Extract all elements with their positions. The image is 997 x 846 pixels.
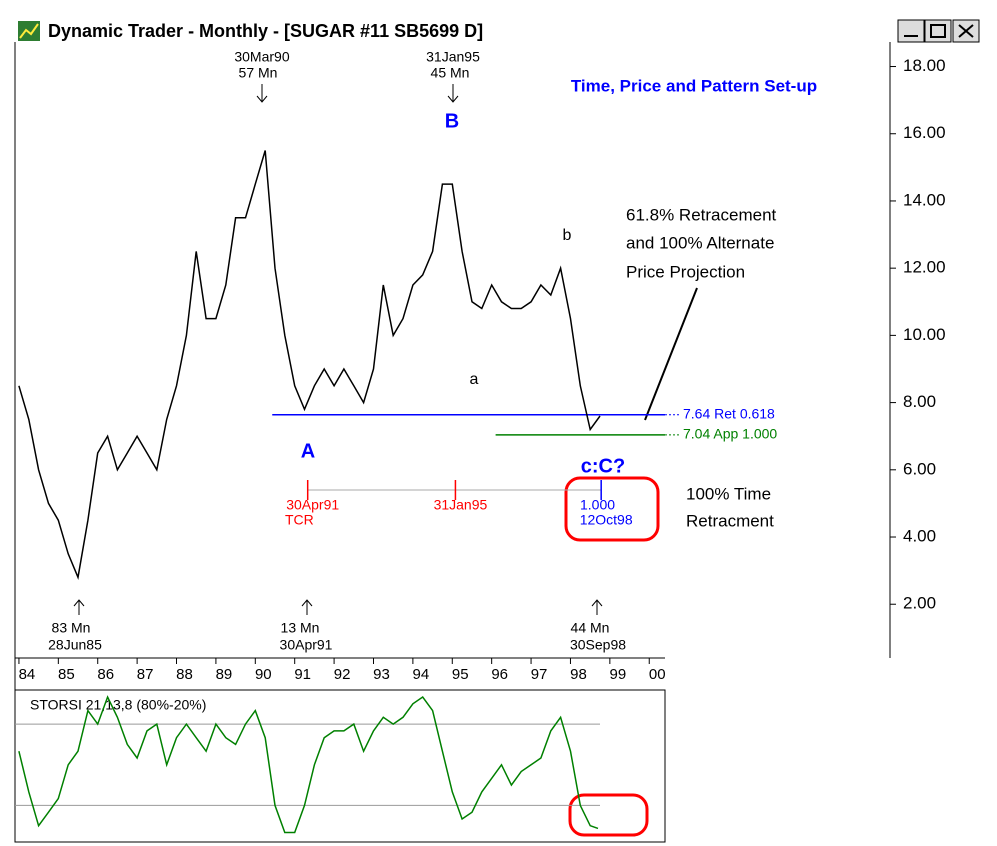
app-icon-glyph: [19, 23, 39, 39]
annotation: 30Sep98: [570, 637, 626, 653]
pointer-line: [644, 287, 698, 421]
y-tick-label: 2.00: [903, 594, 936, 613]
annotation: 100% Time: [686, 484, 771, 503]
arrow: [447, 84, 459, 103]
annotation: 13 Mn: [281, 620, 320, 636]
y-tick-label: 14.00: [903, 190, 946, 209]
indicator-title: STORSI 21,13,8 (80%-20%): [30, 697, 206, 713]
annotation: and 100% Alternate: [626, 233, 774, 252]
time-marker-label: 30Apr91: [286, 497, 339, 513]
annotation: 28Jun85: [48, 637, 102, 653]
x-tick-label: 91: [294, 666, 311, 683]
x-tick-label: 84: [19, 666, 36, 683]
x-tick-label: 97: [531, 666, 548, 683]
annotation: 57 Mn: [239, 65, 278, 81]
annotation: 31Jan95: [426, 49, 480, 65]
annotation: Price Projection: [626, 262, 745, 281]
wave-label: A: [301, 440, 315, 462]
maximize-button[interactable]: [924, 19, 952, 43]
y-tick-label: 10.00: [903, 325, 946, 344]
time-marker-label: 31Jan95: [434, 497, 488, 513]
annotation: 61.8% Retracement: [626, 205, 777, 224]
x-tick-label: 90: [255, 666, 272, 683]
annotation: 30Mar90: [234, 49, 289, 65]
x-tick-label: 00: [649, 666, 666, 683]
annotation: 1.000: [580, 497, 615, 513]
close-glyph: [958, 24, 974, 38]
x-tick-label: 95: [452, 666, 469, 683]
highlight: [564, 476, 660, 542]
wave-label: b: [563, 227, 572, 244]
x-tick-label: 94: [413, 666, 430, 683]
window-title: Dynamic Trader - Monthly - [SUGAR #11 SB…: [48, 21, 483, 41]
indicator-frame: [14, 689, 666, 843]
arrow: [256, 84, 268, 103]
x-tick-label: 96: [491, 666, 508, 683]
data-line: [18, 150, 601, 580]
y-tick-label: 16.00: [903, 123, 946, 142]
arrow: [301, 599, 313, 615]
annotation: TCR: [285, 512, 314, 528]
highlight: [568, 793, 649, 837]
x-tick-label: 85: [58, 666, 75, 683]
annotation: 45 Mn: [431, 65, 470, 81]
wave-label: B: [445, 110, 459, 132]
x-tick-label: 87: [137, 666, 154, 683]
y-tick-label: 18.00: [903, 56, 946, 75]
data-line: [18, 695, 599, 834]
annotation: 44 Mn: [571, 620, 610, 636]
arrow: [591, 599, 603, 615]
window-buttons[interactable]: [897, 19, 980, 43]
x-tick-label: 92: [334, 666, 351, 683]
y-tick-label: 4.00: [903, 527, 936, 546]
y-tick-label: 8.00: [903, 392, 936, 411]
wave-label: c:C?: [581, 455, 625, 477]
x-tick-label: 98: [570, 666, 587, 683]
annotation: Retracment: [686, 511, 774, 530]
y-tick-label: 12.00: [903, 258, 946, 277]
annotation: 30Apr91: [280, 637, 333, 653]
level-label: 7.04 App 1.000: [683, 426, 777, 442]
x-tick-label: 88: [176, 666, 193, 683]
annotations: 30Mar90 57 Mn 31Jan95 45 Mn B Time, Pric…: [30, 49, 817, 837]
arrow: [73, 599, 85, 615]
chart-title: Time, Price and Pattern Set-up: [571, 76, 817, 95]
level-label: 7.64 Ret 0.618: [683, 405, 775, 421]
maximize-glyph: [930, 24, 946, 38]
x-tick-label: 86: [97, 666, 114, 683]
minimize-button[interactable]: [897, 19, 925, 43]
x-tick-label: 99: [610, 666, 627, 683]
annotation: 83 Mn: [52, 620, 91, 636]
time-marker-label: 12Oct98: [580, 512, 633, 528]
x-tick-label: 93: [373, 666, 390, 683]
x-tick-label: 89: [216, 666, 233, 683]
app-icon: [18, 21, 40, 41]
wave-label: a: [470, 371, 479, 388]
y-tick-label: 6.00: [903, 459, 936, 478]
